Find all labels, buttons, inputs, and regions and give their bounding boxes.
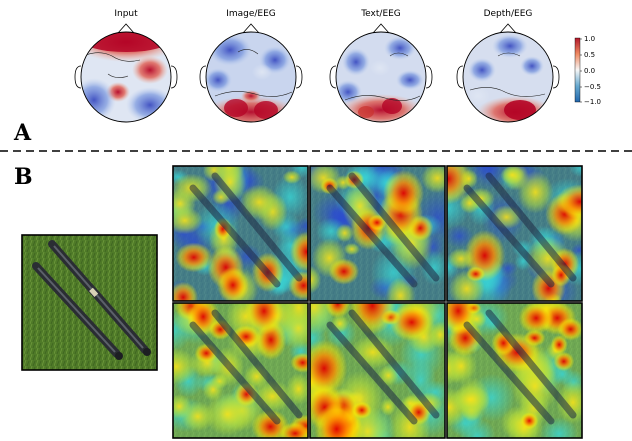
topomap-text-eeg: Text/EEG [329,9,433,123]
colorbar-scale [574,37,581,103]
nose-marker [117,23,135,34]
topomap-input: Input [74,9,178,123]
baseball-bat-icon [32,262,123,360]
ear-left [329,65,337,89]
baseball-bat-icon [189,309,303,425]
head-outline [205,31,297,123]
baseball-bat-icon [326,309,440,425]
ear-right [552,65,560,89]
colorbar-tick: 1.0 [584,35,595,43]
head-outline [335,31,427,123]
baseball-bat-icon [463,172,577,288]
panel-label-a: A [13,120,32,146]
topomap-image-eeg: Image/EEG [199,9,303,123]
baseball-bat-icon [326,172,440,288]
nose-marker [372,23,390,34]
colorbar-tick: 0.0 [584,67,595,75]
topomap-title: Text/EEG [360,9,401,19]
topomap-title: Depth/EEG [484,9,533,19]
nose-marker [242,23,260,34]
ear-right [170,65,178,89]
heatmap-cell [172,165,309,302]
heatmap-grid [172,165,583,439]
ear-left [199,65,207,89]
panel-label-b: B [14,164,33,190]
colorbar-tick: 0.5 [584,51,595,59]
nose-marker [499,23,517,34]
panel-b: B [14,164,583,439]
colorbar: 1.0 0.5 0.0 −0.5 −1.0 [574,35,601,106]
topomap-surface [463,32,553,122]
colorbar-tick: −1.0 [584,98,601,106]
baseball-bat-icon [48,240,151,356]
head-outline [80,31,172,123]
heatmap-cell [446,165,583,302]
ear-left [74,65,82,89]
heatmap-cell [446,302,583,439]
original-image [21,234,158,371]
ear-right [425,65,433,89]
ear-right [295,65,303,89]
topomap-title: Image/EEG [226,9,276,19]
heatmap-cell [172,302,309,439]
head-outline [462,31,554,123]
baseball-bat-icon [463,309,577,425]
baseball-bat-icon [189,172,303,288]
heatmap-cell [309,165,446,302]
ear-left [456,65,464,89]
heatmap-cell [309,302,446,439]
topomap-title: Input [114,9,138,19]
colorbar-tick: −0.5 [584,83,601,91]
panel-a: Input Image/EEG [13,9,601,146]
topomap-depth-eeg: Depth/EEG [456,9,560,123]
topomap-surface [81,32,171,122]
